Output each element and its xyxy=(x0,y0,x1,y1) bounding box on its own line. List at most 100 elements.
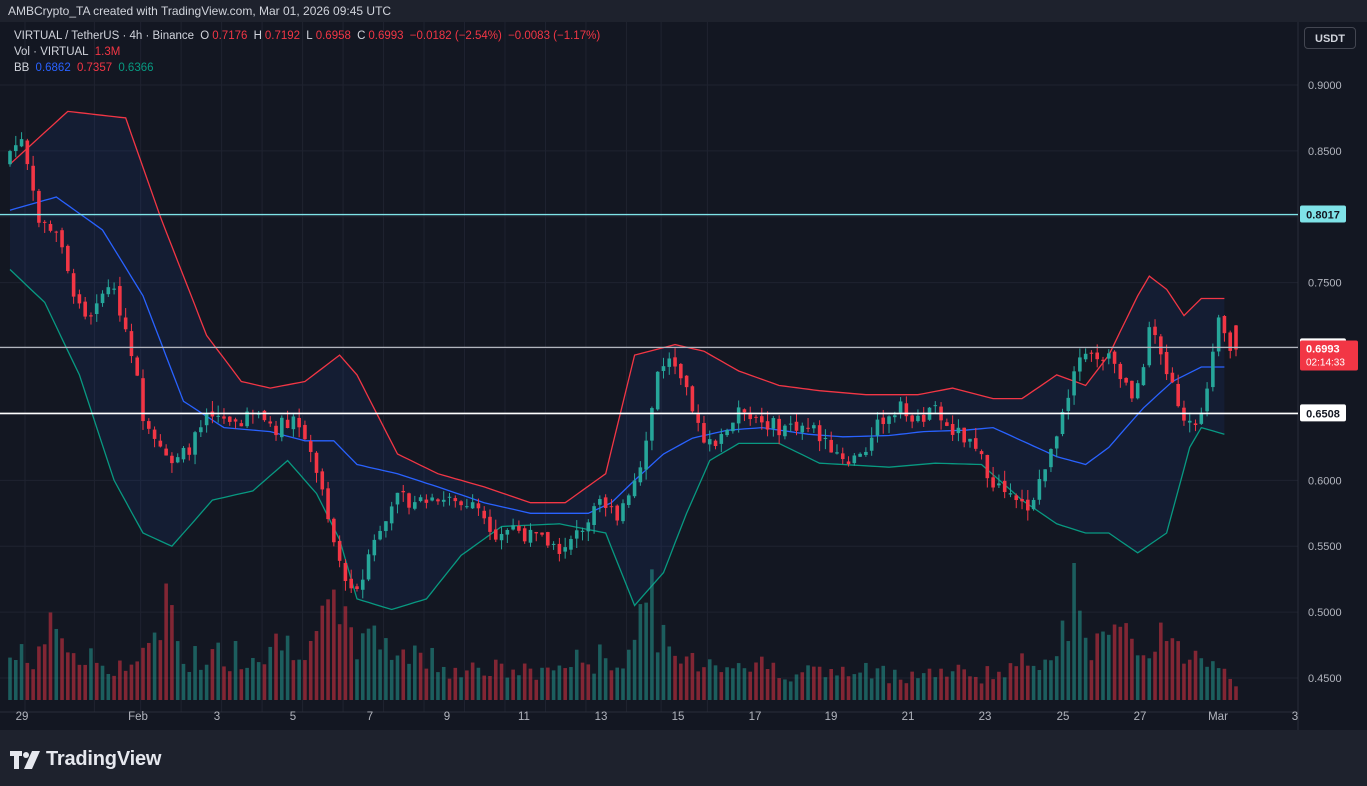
volume-bar xyxy=(251,657,255,700)
volume-bar xyxy=(933,677,938,700)
volume-bar xyxy=(661,624,666,700)
candle-body xyxy=(349,578,353,589)
volume-bar xyxy=(1072,563,1076,700)
candle-body xyxy=(372,539,377,556)
volume-bar xyxy=(1020,653,1024,700)
candle-body xyxy=(1031,499,1036,510)
candle-body xyxy=(528,529,533,543)
candle-body xyxy=(1008,493,1013,495)
volume-bar xyxy=(719,672,724,700)
candle-body xyxy=(1187,420,1192,423)
candle-body xyxy=(650,408,654,441)
volume-bar xyxy=(1199,658,1204,700)
candle-body xyxy=(696,413,700,423)
candle-body xyxy=(864,451,868,456)
volume-bar xyxy=(563,668,567,700)
volume-label[interactable]: Vol · VIRTUAL xyxy=(14,46,89,58)
candle-body xyxy=(31,165,35,191)
x-tick-label: 29 xyxy=(16,711,29,723)
bb-label[interactable]: BB xyxy=(14,62,30,74)
volume-bar xyxy=(788,681,793,700)
volume-bar xyxy=(152,632,157,700)
volume-bar xyxy=(401,649,406,700)
volume-bar xyxy=(233,640,238,700)
volume-bar xyxy=(297,659,301,700)
countdown-label: 02:14:33 xyxy=(1306,357,1345,368)
x-tick-label: 15 xyxy=(672,711,685,723)
low-label: L xyxy=(306,30,313,42)
candle-body xyxy=(447,496,452,498)
x-tick-label: 9 xyxy=(444,711,450,723)
volume-bar xyxy=(696,671,700,700)
volume-bar xyxy=(1008,663,1013,700)
open-label: O xyxy=(200,30,210,42)
volume-bar xyxy=(546,667,550,700)
last-price-label: 0.6993 xyxy=(1306,343,1340,355)
candle-body xyxy=(245,411,249,427)
candle-body xyxy=(991,477,995,488)
volume-bar xyxy=(927,668,932,700)
candle-body xyxy=(216,415,220,417)
volume-bar xyxy=(569,667,573,700)
candle-body xyxy=(135,357,140,376)
high-label: H xyxy=(253,30,262,42)
volume-bar xyxy=(1112,624,1117,700)
symbol-label[interactable]: VIRTUAL / TetherUS · 4h · Binance xyxy=(14,30,195,42)
volume-bar xyxy=(1193,650,1198,700)
volume-bar xyxy=(280,650,284,700)
candle-body xyxy=(754,416,758,418)
candle-body xyxy=(511,525,515,530)
candle-body xyxy=(470,502,475,509)
volume-bar xyxy=(1037,670,1042,700)
volume-bar xyxy=(968,676,972,700)
volume-bar xyxy=(1234,686,1238,700)
price-chart[interactable]: 0.80170.70090.65080.699302:14:330.90000.… xyxy=(0,22,1367,730)
candle-body xyxy=(609,506,614,508)
volume-bar xyxy=(754,662,758,700)
volume-bar xyxy=(950,671,955,700)
volume-bar xyxy=(973,676,978,700)
volume-bar xyxy=(1026,665,1030,700)
volume-bar xyxy=(112,675,116,700)
volume-bar xyxy=(204,664,209,700)
candle-body xyxy=(505,530,510,535)
candle-body xyxy=(661,366,666,371)
volume-bar xyxy=(89,648,93,700)
candle-body xyxy=(736,407,741,424)
volume-bar xyxy=(274,633,278,700)
volume-bar xyxy=(372,625,377,700)
chart-pane[interactable]: 0.80170.70090.65080.699302:14:330.90000.… xyxy=(0,22,1367,730)
candle-body xyxy=(112,288,116,290)
x-tick-label: 21 xyxy=(902,711,915,723)
candle-body xyxy=(858,453,862,457)
candle-body xyxy=(1066,397,1071,411)
candle-body xyxy=(557,543,562,554)
currency-button[interactable]: USDT xyxy=(1304,27,1356,49)
volume-bar xyxy=(54,628,59,700)
candle-body xyxy=(1205,388,1209,412)
volume-bar xyxy=(875,668,880,700)
volume-bar xyxy=(962,669,966,700)
y-tick-label: 0.9000 xyxy=(1308,80,1342,92)
tradingview-logo[interactable]: TradingView xyxy=(10,748,161,771)
candle-body xyxy=(320,471,325,490)
candle-body xyxy=(783,425,787,437)
volume-bar xyxy=(164,583,168,700)
volume-bar xyxy=(916,678,920,700)
candle-body xyxy=(499,533,504,541)
volume-bar xyxy=(459,677,463,700)
candle-body xyxy=(1153,326,1157,336)
volume-bar xyxy=(707,659,712,700)
x-tick-label: 25 xyxy=(1057,711,1070,723)
candle-body xyxy=(83,301,87,317)
candle-body xyxy=(910,415,914,422)
volume-bar xyxy=(395,655,400,700)
candle-body xyxy=(193,432,197,455)
candle-body xyxy=(904,403,909,417)
tradingview-logo-text: TradingView xyxy=(46,748,162,770)
volume-bar xyxy=(1043,659,1047,700)
volume-bar xyxy=(60,638,64,700)
candle-body xyxy=(1130,380,1134,399)
volume-bar xyxy=(470,662,475,700)
candle-body xyxy=(262,410,267,421)
